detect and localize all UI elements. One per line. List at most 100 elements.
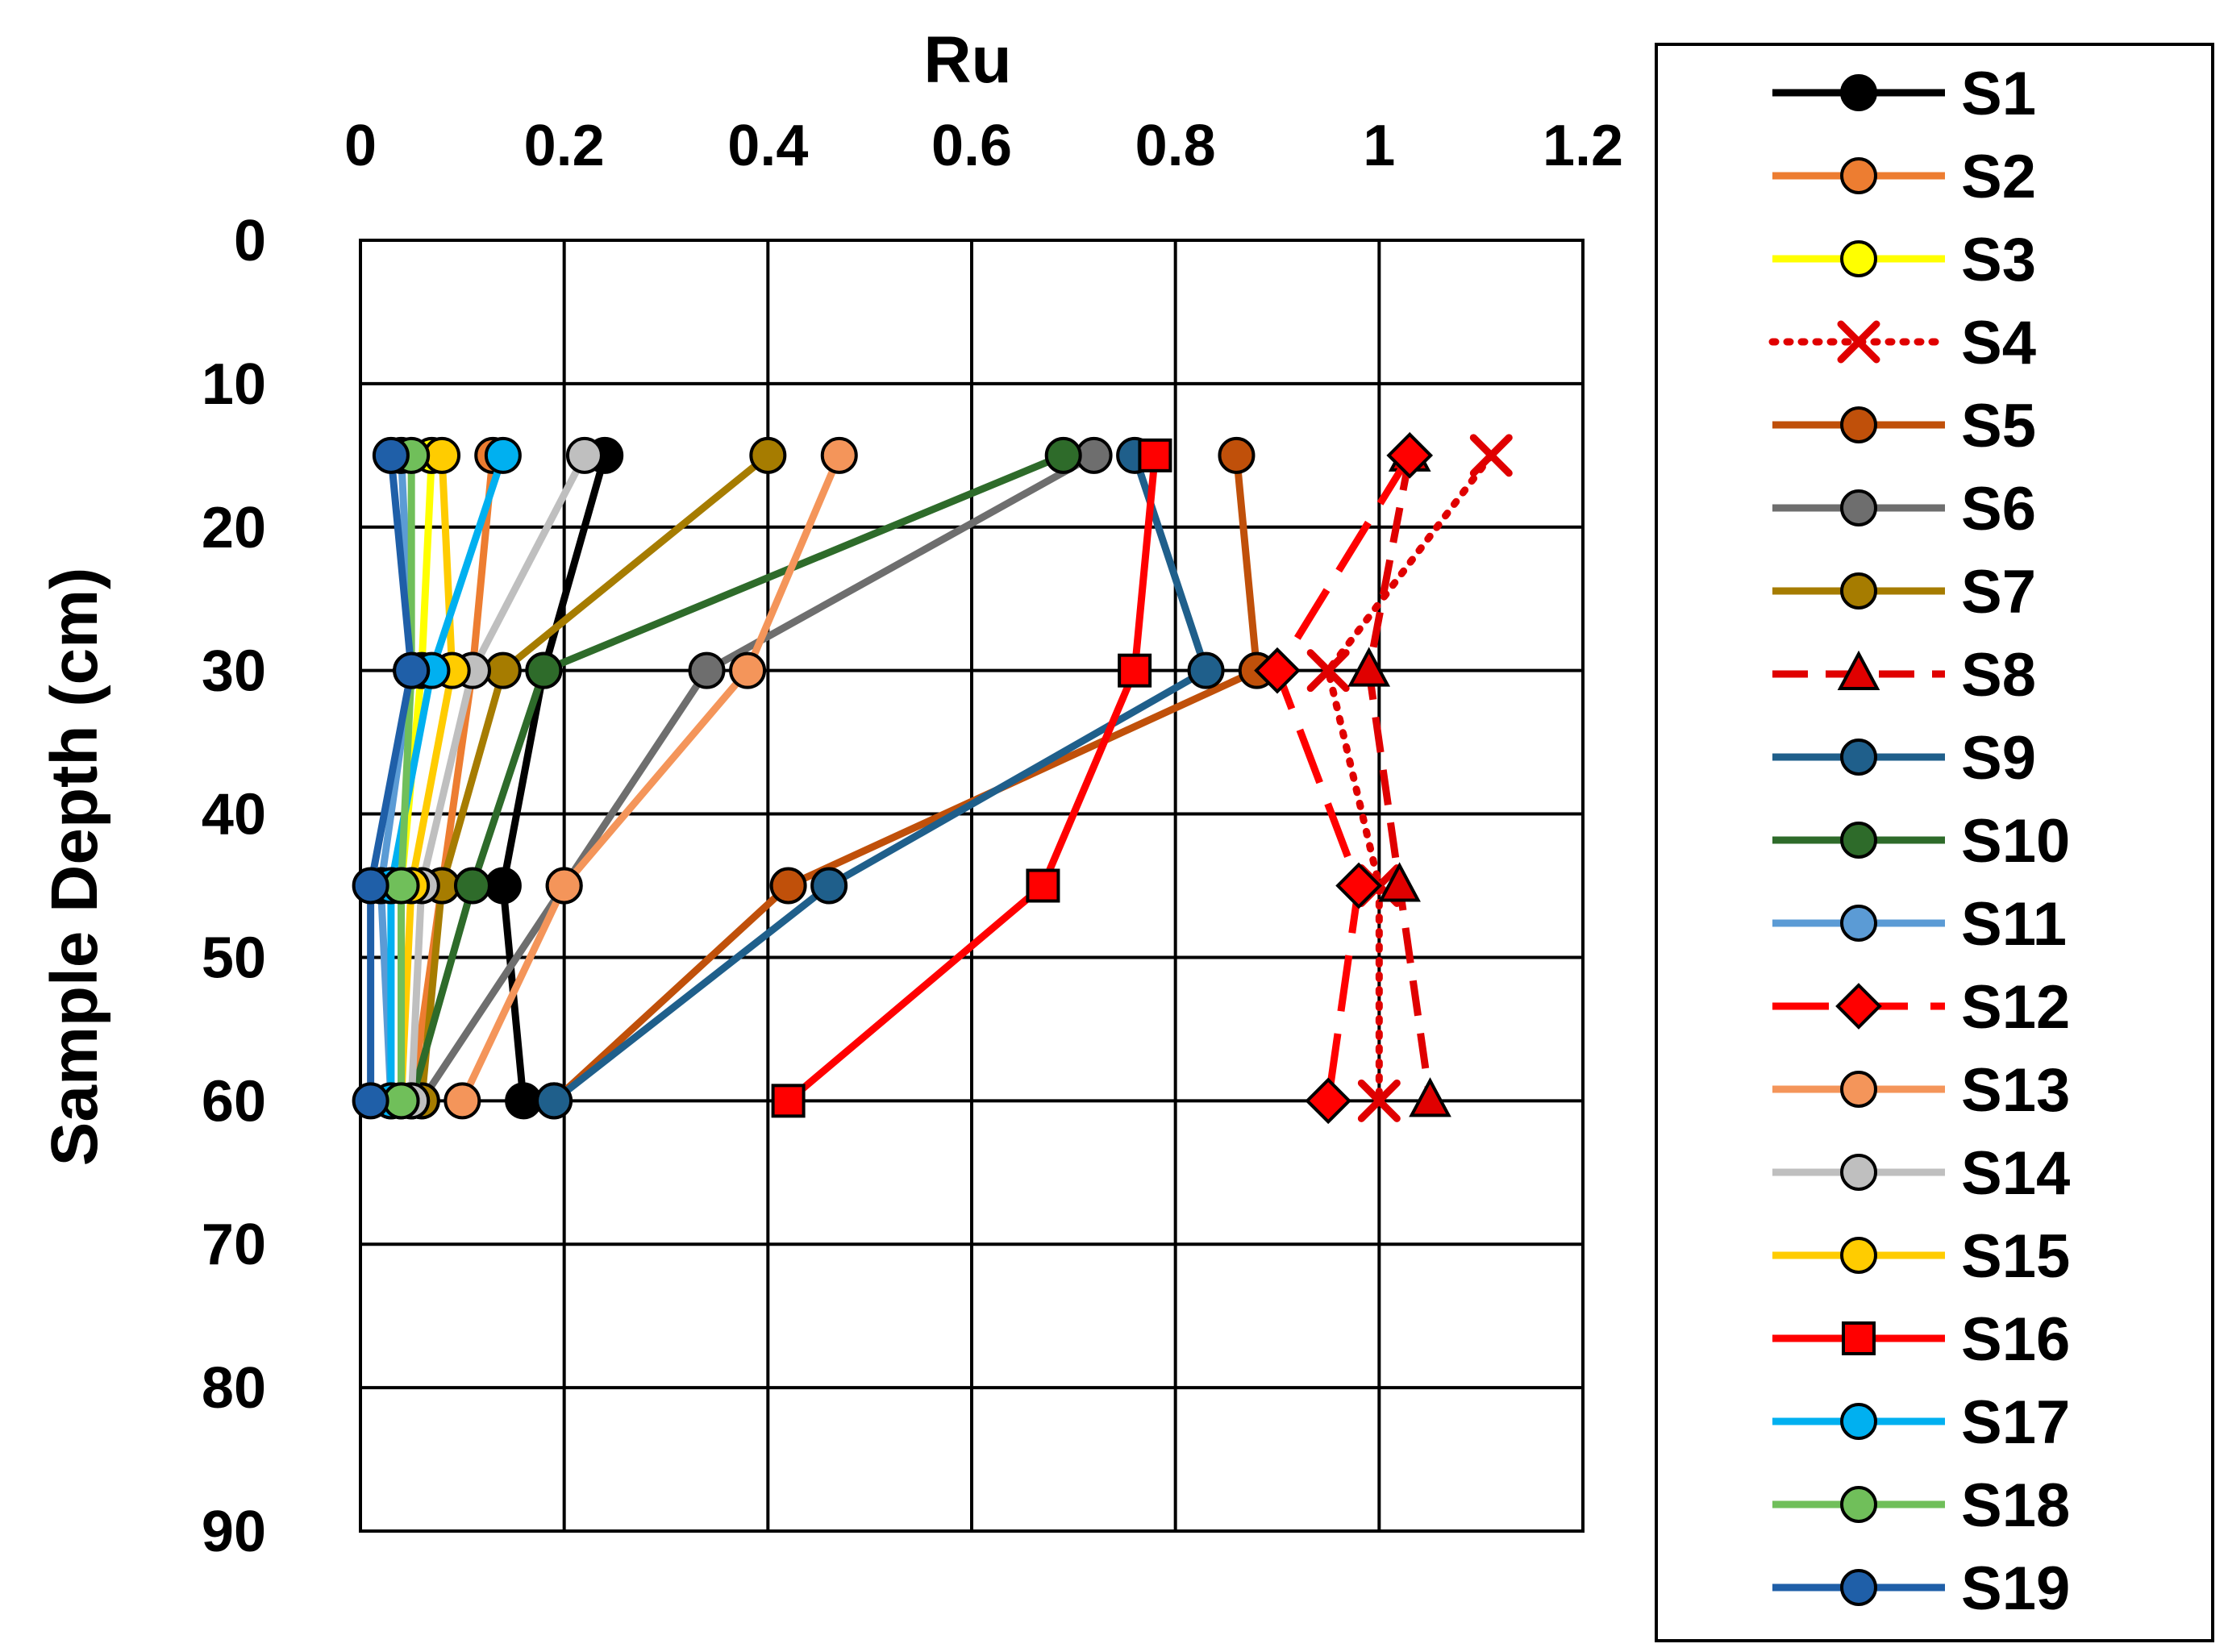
- data-point: [1409, 1077, 1451, 1117]
- series-line: [419, 451, 1096, 1103]
- data-point: [484, 436, 522, 474]
- y-tick-label: 80: [202, 1356, 266, 1421]
- legend-swatch-marker: [1840, 905, 1877, 942]
- data-point: [372, 436, 410, 474]
- legend-label: S15: [1961, 1222, 2070, 1291]
- series-S10: [393, 436, 1082, 1120]
- legend-items: S1 S2 S3 S4 S5 S6 S7 S8 S9 S10 S11 S12 S13 S14 S15 S16 S…: [1768, 60, 2070, 1623]
- data-point: [505, 1082, 543, 1120]
- series-line: [1324, 451, 1495, 1105]
- legend-item: S2: [1772, 143, 2036, 211]
- series-S13: [444, 436, 858, 1120]
- legend-item: S10: [1772, 807, 2070, 876]
- legend-label: S1: [1961, 60, 2036, 128]
- data-point: [1254, 647, 1301, 694]
- legend-swatch-marker: [1840, 822, 1877, 859]
- y-tick-label: 40: [202, 783, 266, 847]
- legend-item: S3: [1772, 226, 2036, 294]
- legend-item: S19: [1772, 1554, 2070, 1623]
- data-point: [1357, 1079, 1401, 1122]
- data-point: [1306, 649, 1350, 693]
- legend-swatch-marker: [1840, 739, 1877, 776]
- series-line: [407, 451, 1065, 1102]
- y-axis-title: Sample Depth (cm): [38, 568, 111, 1167]
- data-point: [1044, 436, 1082, 474]
- data-point: [1469, 434, 1513, 477]
- legend-swatch-marker: [1840, 1071, 1877, 1108]
- legend-swatch-marker: [1840, 1154, 1877, 1191]
- legend-label: S12: [1961, 973, 2070, 1042]
- legend-swatch-marker: [1835, 983, 1882, 1030]
- data-point: [352, 867, 389, 905]
- data-point: [484, 651, 522, 689]
- legend-swatch-marker: [1840, 1569, 1877, 1606]
- legend-label: S19: [1961, 1554, 2070, 1623]
- legend-item: S12: [1772, 973, 2070, 1042]
- legend-item: S9: [1772, 724, 2036, 793]
- legend-label: S10: [1961, 807, 2070, 876]
- data-point: [1386, 432, 1434, 479]
- data-point: [423, 436, 461, 474]
- data-point: [810, 867, 848, 905]
- data-point: [1335, 862, 1382, 909]
- x-axis-title: Ru: [923, 23, 1011, 97]
- y-tick-label: 60: [202, 1069, 266, 1134]
- data-point: [1118, 653, 1152, 688]
- x-tick-label: 0.8: [1135, 114, 1216, 178]
- series-line: [785, 455, 1159, 1104]
- y-tick-label: 10: [202, 352, 266, 417]
- x-axis-tick-labels: 0 0.2 0.4 0.6 0.8 1 1.2: [344, 114, 1623, 178]
- legend-item: S14: [1772, 1139, 2070, 1208]
- legend-swatch-marker: [1840, 1403, 1877, 1440]
- legend-item: S16: [1772, 1305, 2070, 1374]
- y-tick-label: 0: [234, 209, 266, 273]
- legend-item: S11: [1772, 890, 2067, 959]
- legend-swatch-marker: [1840, 406, 1877, 443]
- legend-label: S7: [1961, 558, 2036, 626]
- y-tick-label: 90: [202, 1500, 266, 1564]
- series-line: [398, 455, 415, 1101]
- legend-item: S17: [1772, 1388, 2070, 1457]
- legend-label: S9: [1961, 724, 2036, 793]
- legend-label: S2: [1961, 143, 2036, 211]
- series-line: [377, 455, 415, 1101]
- legend-item: S8: [1772, 641, 2036, 709]
- x-tick-label: 0.6: [931, 114, 1012, 178]
- data-point: [453, 867, 491, 905]
- x-tick-label: 1: [1363, 114, 1395, 178]
- x-tick-label: 0: [344, 114, 377, 178]
- y-tick-label: 70: [202, 1213, 266, 1277]
- data-point: [444, 1082, 481, 1120]
- legend-label: S5: [1961, 392, 2036, 460]
- legend-label: S3: [1961, 226, 2036, 294]
- legend-swatch-marker: [1840, 1486, 1877, 1523]
- data-point: [1305, 1077, 1351, 1125]
- legend-swatch-marker: [1840, 572, 1877, 610]
- legend-swatch-marker: [1840, 157, 1877, 194]
- series-line: [367, 455, 415, 1101]
- data-point: [749, 436, 787, 474]
- y-tick-label: 50: [202, 926, 266, 990]
- legend-swatch-marker: [1840, 489, 1877, 526]
- legend-item: S13: [1772, 1056, 2070, 1125]
- legend-label: S13: [1961, 1056, 2070, 1125]
- legend-item: S6: [1772, 475, 2036, 543]
- data-point: [1218, 436, 1256, 474]
- data-point: [393, 651, 431, 689]
- data-point: [1075, 436, 1113, 474]
- legend-item: S7: [1772, 558, 2036, 626]
- data-point: [382, 867, 420, 905]
- legend-label: S11: [1961, 890, 2067, 959]
- legend-swatch-marker: [1840, 1237, 1877, 1274]
- data-point: [1347, 647, 1391, 687]
- legend-label: S8: [1961, 641, 2036, 709]
- x-tick-label: 0.2: [524, 114, 605, 178]
- y-tick-label: 30: [202, 639, 266, 704]
- data-point: [1026, 868, 1060, 903]
- data-point: [535, 1082, 573, 1120]
- series-line: [1273, 453, 1414, 1101]
- data-point: [1187, 651, 1225, 689]
- series-line: [387, 454, 507, 1101]
- legend-swatch-marker: [1837, 650, 1880, 690]
